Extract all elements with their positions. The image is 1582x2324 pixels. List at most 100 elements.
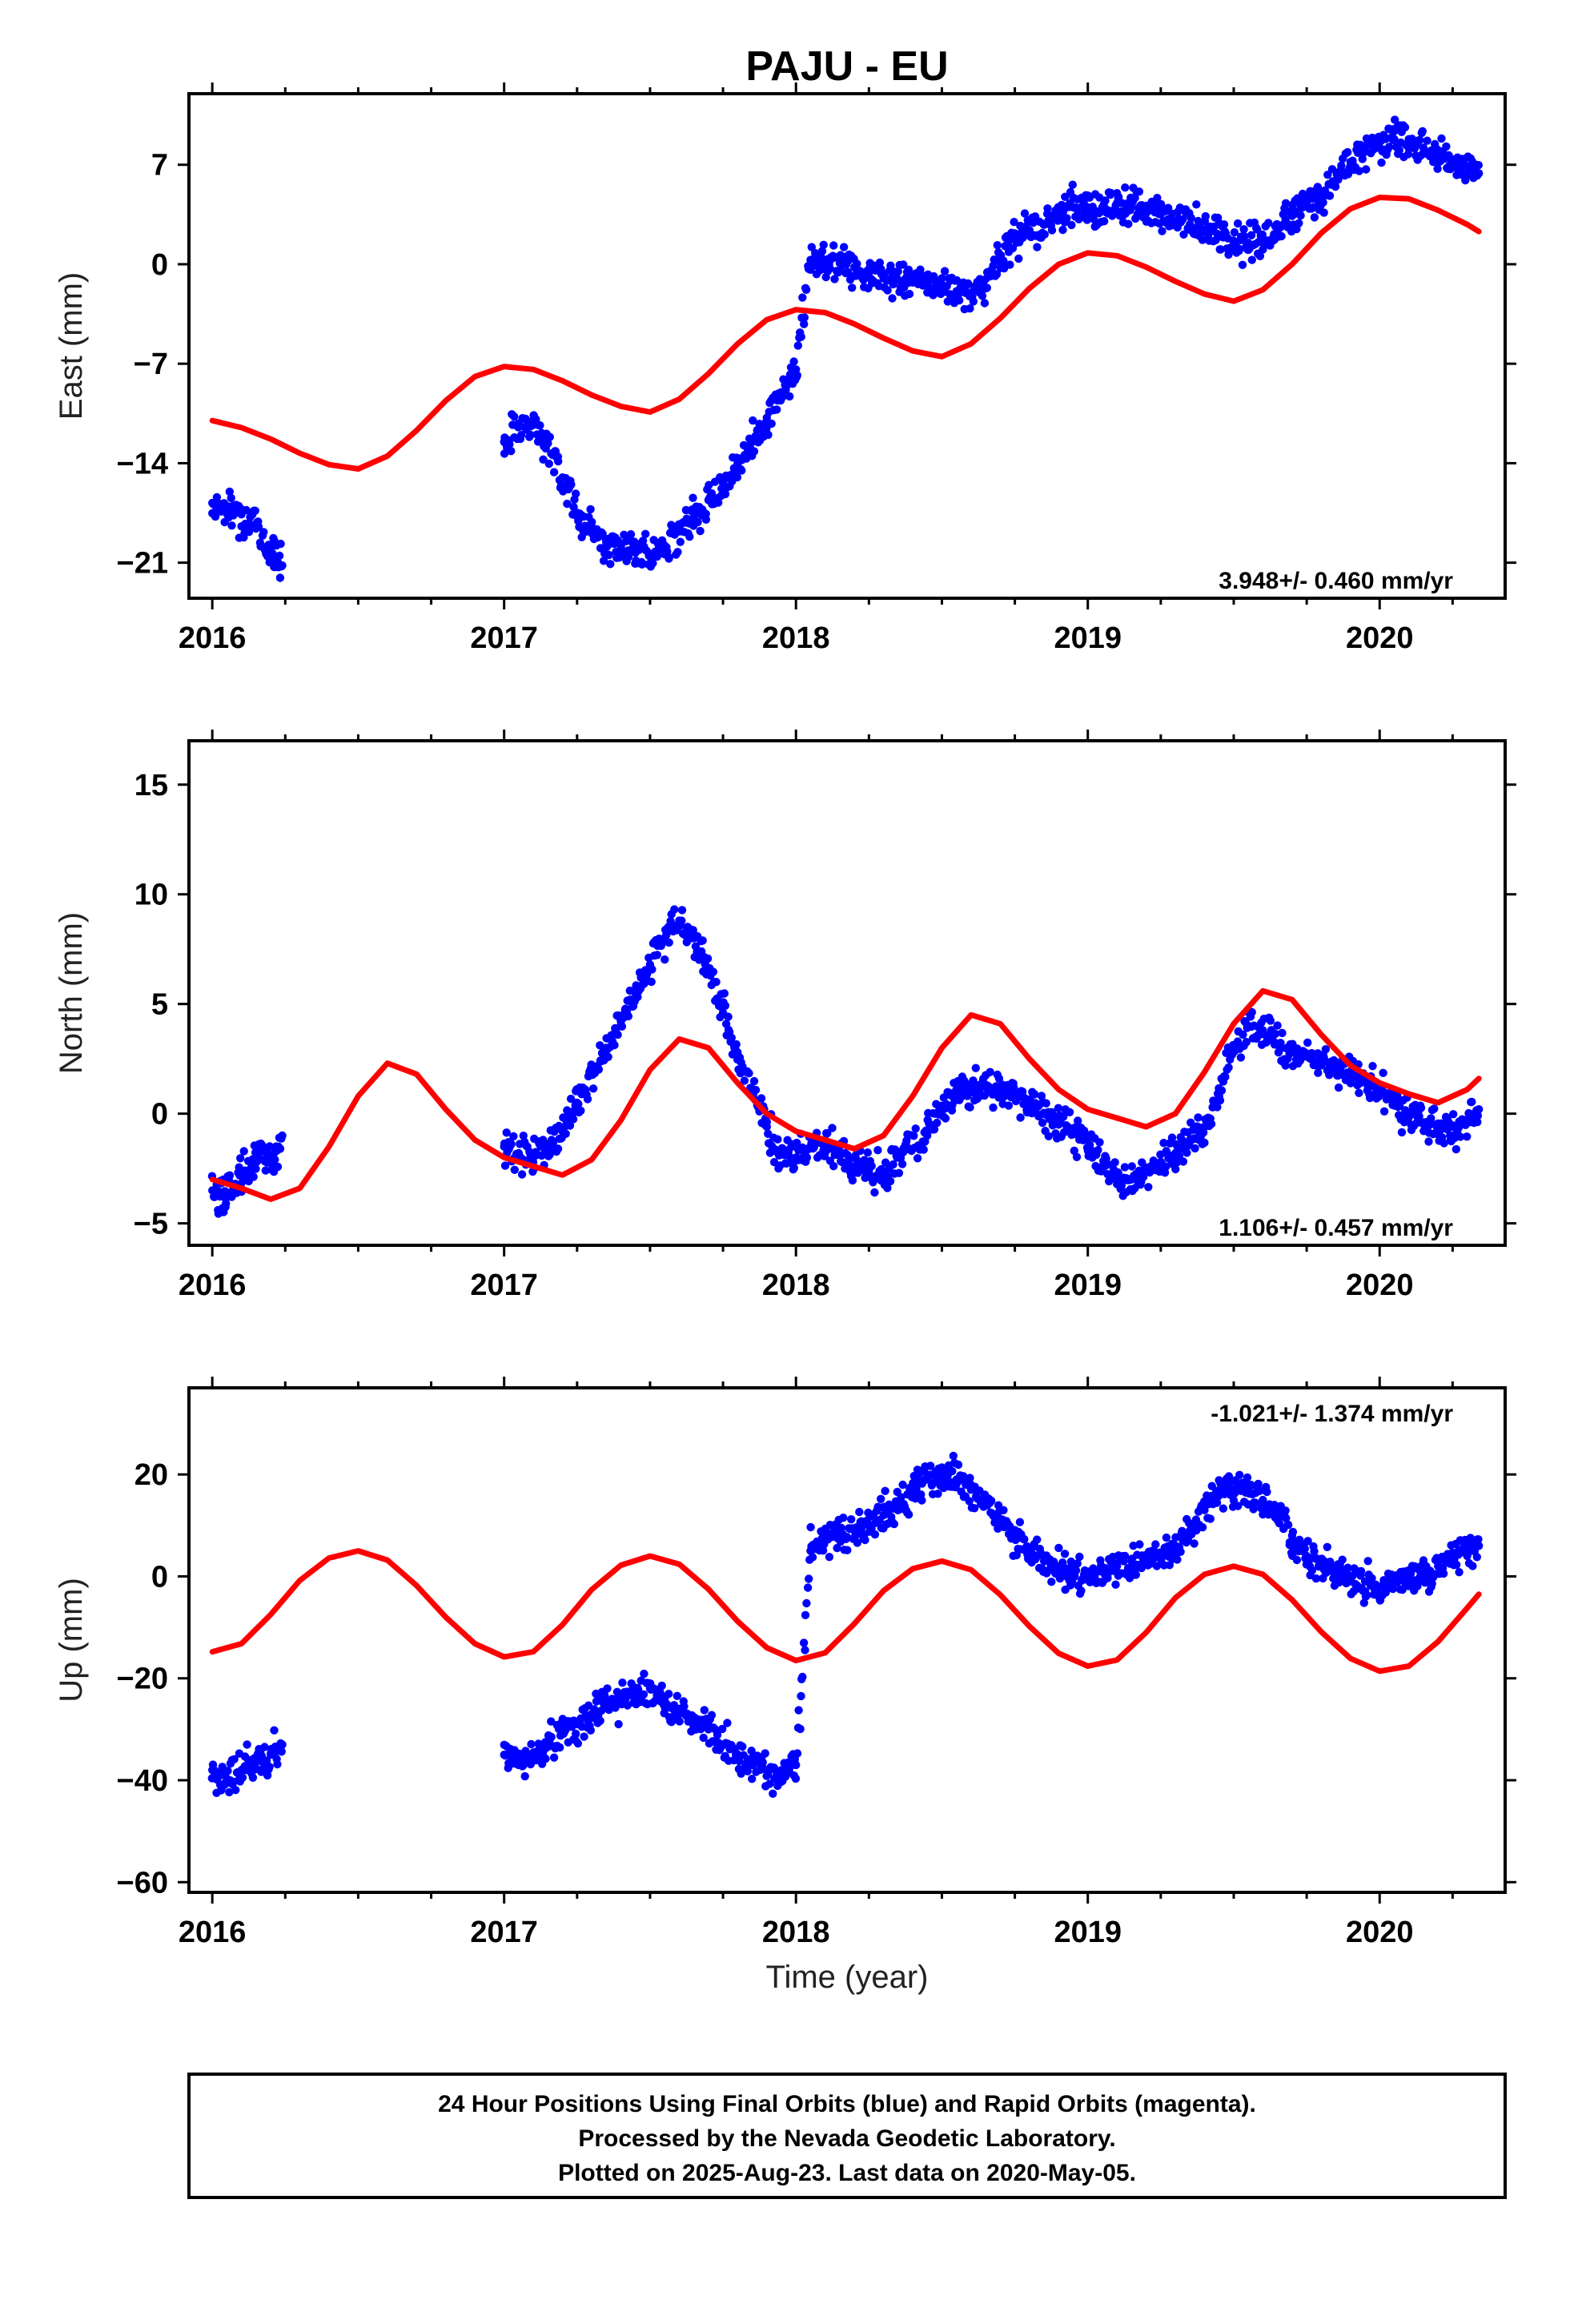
data-point	[785, 370, 795, 379]
data-point	[1259, 1026, 1267, 1035]
data-point	[981, 283, 990, 293]
data-point	[1167, 1133, 1177, 1142]
data-point	[888, 294, 897, 303]
data-point	[733, 1751, 742, 1759]
data-point	[236, 1154, 245, 1163]
data-point	[798, 293, 807, 302]
data-point	[1054, 1104, 1063, 1112]
data-point	[1110, 1158, 1119, 1167]
data-point	[789, 1164, 798, 1172]
data-point	[792, 1153, 801, 1162]
north-frame	[187, 739, 1507, 1247]
data-point	[1310, 213, 1319, 222]
data-point	[1186, 1526, 1195, 1535]
data-point	[1331, 1566, 1340, 1576]
data-point	[1151, 1540, 1160, 1549]
data-point	[870, 1188, 879, 1197]
data-point	[1442, 142, 1451, 151]
data-point	[1254, 1479, 1263, 1489]
data-point	[1069, 203, 1078, 212]
data-point	[1129, 1542, 1138, 1550]
data-point	[698, 936, 707, 945]
data-point	[509, 1132, 518, 1141]
data-point	[1264, 219, 1273, 227]
up-model-line	[209, 1548, 1482, 1675]
data-point	[1302, 1551, 1311, 1561]
data-point	[948, 1466, 957, 1476]
data-point	[661, 955, 669, 964]
data-point	[969, 297, 978, 306]
data-point	[849, 263, 859, 271]
data-point	[1039, 1557, 1049, 1566]
data-point	[765, 1779, 774, 1788]
data-point	[1190, 1539, 1199, 1548]
data-point	[797, 332, 805, 341]
data-point	[733, 459, 742, 468]
data-point	[599, 557, 608, 565]
data-point	[819, 240, 828, 249]
data-point	[1020, 1534, 1029, 1544]
data-point	[1287, 211, 1297, 220]
data-point	[1427, 1579, 1436, 1588]
data-point	[558, 473, 567, 482]
north-series-layer	[207, 905, 1484, 1218]
data-point	[1424, 1137, 1433, 1146]
data-point	[1452, 1144, 1461, 1154]
data-point	[940, 267, 950, 275]
data-point	[930, 1125, 939, 1134]
data-point	[500, 1161, 510, 1170]
data-point	[563, 499, 572, 509]
y-tick-label: −5	[134, 1208, 168, 1241]
data-point	[767, 419, 776, 428]
data-point	[981, 1083, 990, 1092]
data-point	[1355, 167, 1363, 175]
data-point	[1259, 245, 1267, 254]
data-point	[1121, 183, 1130, 192]
data-point	[798, 1672, 807, 1682]
y-tick-label: 10	[135, 879, 168, 912]
data-point	[1033, 1535, 1042, 1544]
data-point	[645, 960, 655, 969]
data-point	[825, 263, 834, 273]
data-point	[641, 529, 650, 538]
data-point	[1266, 1016, 1275, 1025]
data-point	[908, 277, 917, 286]
data-point	[1292, 1555, 1302, 1565]
data-point	[1251, 1498, 1260, 1507]
data-point	[908, 1486, 917, 1494]
data-point	[837, 1523, 846, 1533]
data-point	[799, 1638, 809, 1647]
data-point	[800, 320, 809, 328]
data-point	[966, 1486, 976, 1494]
data-point	[572, 1729, 580, 1739]
data-point	[1379, 1068, 1387, 1078]
data-point	[661, 934, 669, 943]
data-point	[761, 1749, 769, 1758]
data-point	[1379, 1107, 1389, 1116]
data-point	[1360, 146, 1370, 155]
data-point	[996, 251, 1005, 260]
data-point	[777, 1766, 786, 1775]
north-panel: 2016 2017 2018 2019 2020 15 10 5 0 −5 North (mm) 1.…	[54, 730, 1516, 1302]
data-point	[610, 1040, 619, 1050]
data-point	[992, 270, 1002, 279]
data-point	[1434, 1122, 1443, 1132]
data-point	[502, 1128, 511, 1137]
data-point	[544, 439, 552, 448]
data-point	[789, 357, 798, 366]
data-point	[941, 1114, 950, 1123]
data-point	[500, 437, 508, 446]
data-point	[1375, 138, 1384, 147]
data-point	[1255, 251, 1265, 260]
data-point	[227, 493, 235, 503]
data-point	[1131, 1570, 1141, 1579]
data-point	[764, 430, 773, 440]
data-point	[212, 493, 222, 502]
data-point	[865, 268, 873, 277]
data-point	[1388, 1584, 1398, 1594]
data-point	[1069, 1572, 1078, 1581]
data-point	[879, 274, 888, 283]
data-point	[1390, 1098, 1399, 1108]
data-point	[1158, 227, 1166, 235]
data-point	[597, 1706, 606, 1715]
